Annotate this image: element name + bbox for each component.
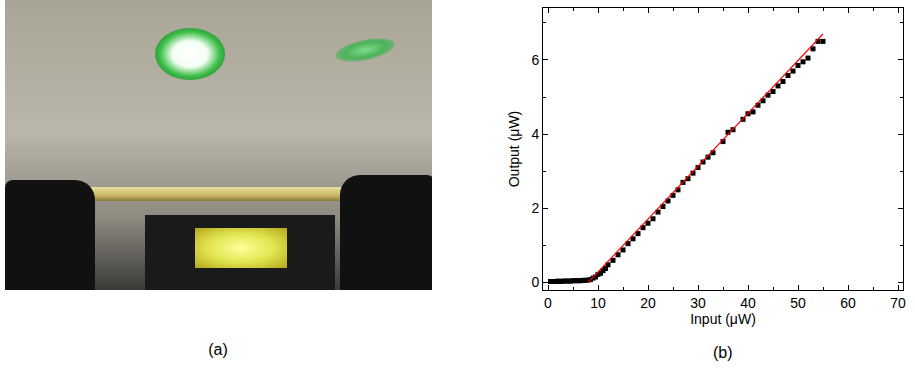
svg-text:2: 2 [531,200,539,216]
svg-text:20: 20 [640,295,656,311]
svg-text:30: 30 [690,295,706,311]
svg-text:10: 10 [590,295,606,311]
svg-text:60: 60 [840,295,856,311]
svg-text:Input (μW): Input (μW) [690,311,756,327]
svg-text:70: 70 [890,295,906,311]
svg-text:Output (μW): Output (μW) [506,111,522,188]
svg-text:0: 0 [544,295,552,311]
svg-text:40: 40 [740,295,756,311]
svg-text:6: 6 [531,52,539,68]
svg-text:0: 0 [531,274,539,290]
html-text:(a): (a) [208,341,228,358]
svg-text:(b): (b) [713,344,733,361]
svg-text:4: 4 [531,126,539,142]
svg-text:50: 50 [790,295,806,311]
